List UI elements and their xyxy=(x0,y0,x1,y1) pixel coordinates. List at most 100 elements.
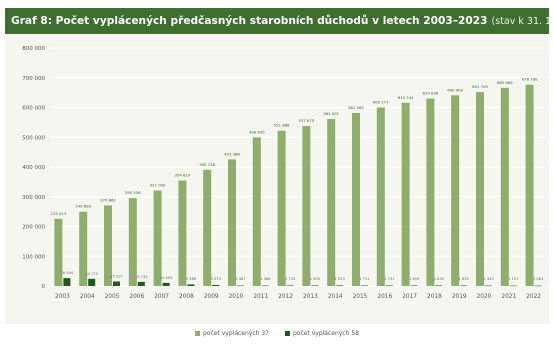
bar-series-58 xyxy=(286,285,294,286)
x-tick-label: 2017 xyxy=(402,294,417,300)
x-tick-label: 2013 xyxy=(303,294,318,300)
y-tick-label: 500 000 xyxy=(22,135,45,141)
x-tick-label: 2003 xyxy=(55,294,70,300)
data-label-37: 321 000 xyxy=(150,183,166,188)
data-label-37: 676 780 xyxy=(522,77,538,82)
data-label-58: 1 720 xyxy=(285,277,296,281)
x-tick-label: 2007 xyxy=(154,294,169,300)
x-tick-label: 2009 xyxy=(204,294,219,300)
data-label-58: 15 207 xyxy=(110,274,123,278)
data-label-37: 354 610 xyxy=(175,173,191,178)
data-label-37: 640 900 xyxy=(447,87,463,92)
bar-series-37 xyxy=(352,112,360,287)
data-label-37: 390 716 xyxy=(199,162,215,167)
bar-series-37 xyxy=(376,107,385,286)
bar-series-37 xyxy=(128,198,137,286)
chart-subtitle: (stav k 31. 12.) xyxy=(491,15,549,27)
chart-title: Graf 8: Počet vyplácených předčasných st… xyxy=(11,15,488,27)
bar-series-37 xyxy=(178,180,187,286)
bar-series-58 xyxy=(162,282,170,286)
legend: počet vyplácených 37 počet vyplácených 5… xyxy=(0,326,554,340)
x-tick-label: 2020 xyxy=(477,294,492,300)
x-tick-label: 2011 xyxy=(253,294,268,300)
legend-label-58: počet vyplácených 58 xyxy=(293,329,359,337)
data-label-37: 561 001 xyxy=(323,111,339,116)
x-tick-label: 2018 xyxy=(427,294,442,300)
bar-series-58 xyxy=(187,284,195,286)
x-tick-label: 2006 xyxy=(129,294,144,300)
bar-series-37 xyxy=(104,205,112,286)
bar-series-58 xyxy=(485,285,492,287)
data-label-37: 499 635 xyxy=(249,129,265,134)
x-tick-label: 2005 xyxy=(105,294,120,300)
y-tick-label: 700 000 xyxy=(22,76,45,82)
data-label-37: 425 388 xyxy=(224,151,240,156)
bar-series-58 xyxy=(361,285,368,286)
bar-series-58 xyxy=(460,285,468,287)
bar-series-58 xyxy=(509,285,517,287)
bar-series-37 xyxy=(203,169,212,286)
data-label-37: 225 913 xyxy=(51,211,67,216)
bar-series-37 xyxy=(426,98,435,287)
data-label-37: 615 744 xyxy=(398,95,414,100)
data-label-58: 1 386 xyxy=(260,277,271,281)
bar-series-37 xyxy=(79,211,88,286)
legend-item-58: počet vyplácených 58 xyxy=(285,330,359,337)
bar-series-58 xyxy=(113,281,120,286)
bar-series-58 xyxy=(410,285,418,287)
data-label-58: 1 083 xyxy=(533,277,543,281)
data-label-37: 249 680 xyxy=(75,204,91,209)
data-label-37: 521 888 xyxy=(274,123,290,128)
bar-series-58 xyxy=(311,285,319,286)
bar-series-37 xyxy=(476,92,484,286)
x-tick-label: 2008 xyxy=(179,294,194,300)
bar-series-58 xyxy=(385,285,393,286)
data-label-37: 665 985 xyxy=(497,80,513,85)
data-label-58: 1 903 xyxy=(310,277,320,281)
y-tick-label: 300 000 xyxy=(22,195,45,201)
y-tick-label: 400 000 xyxy=(22,165,45,171)
bar-series-37 xyxy=(153,190,162,286)
data-label-58: 1 151 xyxy=(508,277,518,281)
data-label-58: 13 733 xyxy=(135,275,148,279)
chart-title-bar: Graf 8: Počet vyplácených předčasných st… xyxy=(5,8,549,34)
bar-series-58 xyxy=(88,278,96,286)
legend-label-37: počet vyplácených 37 xyxy=(203,329,269,337)
bar-series-37 xyxy=(525,84,534,286)
x-tick-label: 2004 xyxy=(80,294,95,300)
data-label-37: 581 565 xyxy=(348,105,364,110)
bar-series-37 xyxy=(401,102,410,286)
bar-series-58 xyxy=(261,285,269,287)
data-label-37: 629 836 xyxy=(423,91,439,96)
data-label-58: 1 835 xyxy=(434,277,444,281)
bar-series-58 xyxy=(212,284,220,286)
y-tick-label: 100 000 xyxy=(22,254,45,260)
x-tick-label: 2010 xyxy=(229,294,244,300)
data-label-58: 26 504 xyxy=(61,271,74,275)
bar-series-37 xyxy=(228,159,236,286)
data-label-37: 270 862 xyxy=(100,197,116,202)
data-label-58: 5 386 xyxy=(186,277,197,281)
data-label-58: 1 711 xyxy=(359,277,369,281)
bar-series-58 xyxy=(63,278,71,286)
data-label-37: 651 709 xyxy=(472,84,488,89)
bar-series-37 xyxy=(252,137,261,286)
x-tick-label: 2016 xyxy=(377,294,392,300)
x-tick-label: 2015 xyxy=(353,294,368,300)
bar-series-58 xyxy=(336,285,344,286)
bar-series-37 xyxy=(500,87,509,286)
x-tick-label: 2012 xyxy=(278,294,293,300)
bar-series-37 xyxy=(302,126,311,286)
bar-series-58 xyxy=(534,285,542,287)
data-label-58: 1 731 xyxy=(384,277,394,281)
data-label-58: 1 625 xyxy=(459,277,469,281)
bar-series-37 xyxy=(277,130,286,286)
y-tick-label: 600 000 xyxy=(22,106,45,112)
legend-swatch-37 xyxy=(195,330,201,336)
data-label-37: 295 536 xyxy=(125,190,141,195)
data-label-37: 537 675 xyxy=(299,118,315,123)
y-tick-label: 200 000 xyxy=(22,225,45,231)
bar-series-58 xyxy=(137,281,145,286)
